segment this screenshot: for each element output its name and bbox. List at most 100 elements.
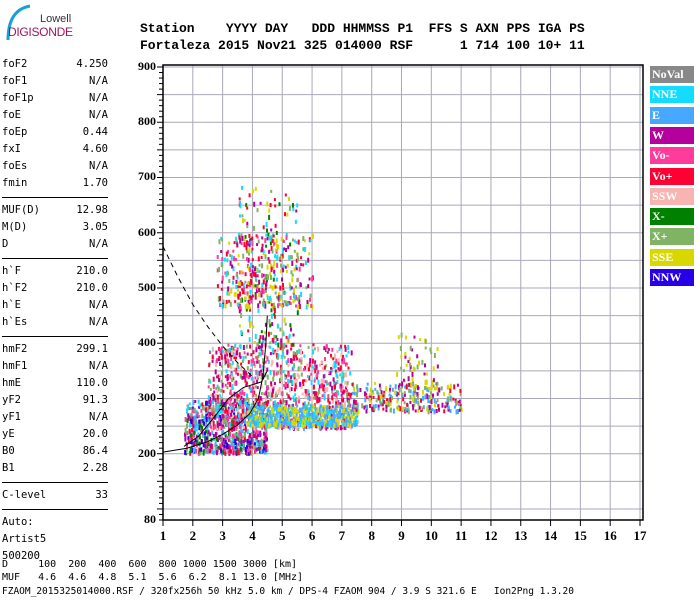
echo-point (453, 384, 456, 390)
separator (2, 336, 108, 337)
echo-point (235, 284, 238, 289)
echo-point (448, 392, 451, 397)
echo-point (273, 334, 276, 340)
legend-item-ssw: SSW (650, 187, 694, 205)
y-tick-label: 700 (138, 169, 156, 184)
echo-point (334, 362, 337, 368)
echo-point (412, 406, 415, 411)
echo-point (260, 392, 263, 395)
echo-point (284, 291, 287, 295)
echo-point (249, 373, 251, 378)
echo-point (220, 448, 223, 454)
echo-point (222, 299, 225, 304)
echo-point (239, 442, 241, 448)
echo-point (372, 390, 375, 395)
echo-point (201, 413, 204, 419)
y-tick-label: 200 (138, 445, 156, 460)
echo-point (334, 404, 337, 409)
echo-point (210, 421, 213, 427)
echo-point (409, 400, 412, 404)
echo-point (369, 393, 372, 397)
echo-point (280, 367, 283, 373)
echo-point (238, 235, 241, 240)
echo-point (253, 425, 256, 431)
echo-point (223, 443, 226, 448)
echo-point (324, 387, 327, 393)
echo-point (274, 223, 277, 228)
echo-point (244, 426, 247, 432)
echo-point (345, 384, 348, 388)
echo-point (267, 419, 270, 425)
echo-point (414, 391, 417, 395)
echo-point (221, 238, 224, 242)
echo-point (254, 187, 257, 191)
echo-point (225, 349, 227, 354)
echo-point (269, 295, 272, 301)
echo-point (242, 387, 245, 391)
echo-point (308, 252, 311, 256)
echo-point (209, 387, 212, 391)
echo-point (227, 358, 230, 364)
echo-point (274, 416, 277, 421)
echo-point (419, 338, 422, 342)
echo-point (222, 426, 224, 430)
echo-point (261, 236, 264, 240)
echo-point (402, 369, 405, 373)
echo-point (340, 405, 343, 409)
echo-point (294, 382, 297, 387)
echo-point (295, 354, 298, 358)
echo-point (232, 407, 235, 413)
echo-point (265, 244, 268, 248)
echo-point (248, 316, 251, 322)
echo-point (375, 399, 378, 403)
echo-point (409, 362, 412, 367)
param-label: h`Es (2, 316, 28, 328)
echo-point (287, 379, 290, 384)
echo-point (254, 422, 257, 426)
echo-point (404, 409, 407, 413)
echo-point (324, 419, 327, 424)
echo-point (232, 433, 234, 438)
echo-point (218, 426, 221, 432)
echo-point (313, 366, 315, 370)
echo-point (253, 201, 256, 207)
echo-point (335, 358, 338, 364)
echo-point (291, 379, 294, 385)
echo-point (242, 411, 245, 417)
echo-point (347, 366, 350, 370)
echo-point (271, 337, 274, 342)
echo-point (189, 415, 191, 419)
echo-point (275, 277, 278, 282)
echo-point (239, 238, 242, 244)
echo-point (308, 362, 311, 368)
echo-point (309, 239, 312, 243)
echo-point (284, 376, 287, 380)
param-value: 3.05 (82, 221, 108, 233)
echo-point (403, 391, 406, 395)
echo-point (220, 397, 223, 403)
param-label: h`F2 (2, 282, 28, 294)
echo-point (305, 419, 308, 425)
echo-point (459, 388, 462, 393)
echo-point (313, 413, 316, 418)
echo-point (337, 417, 340, 422)
echo-point (347, 416, 350, 422)
echo-point (304, 406, 307, 412)
echo-point (265, 426, 268, 432)
echo-point (255, 393, 258, 397)
echo-point (297, 411, 300, 415)
echo-point (249, 289, 252, 295)
echo-point (309, 423, 312, 429)
echo-point (226, 353, 229, 357)
echo-point (307, 284, 310, 289)
echo-point (256, 356, 259, 362)
echo-point (424, 380, 427, 386)
echo-point (229, 409, 232, 414)
echo-point (198, 447, 201, 451)
echo-point (275, 238, 278, 244)
echo-point (223, 351, 226, 355)
echo-point (218, 378, 220, 382)
echo-point (259, 345, 262, 349)
echo-point (220, 236, 223, 240)
echo-point (195, 428, 198, 432)
